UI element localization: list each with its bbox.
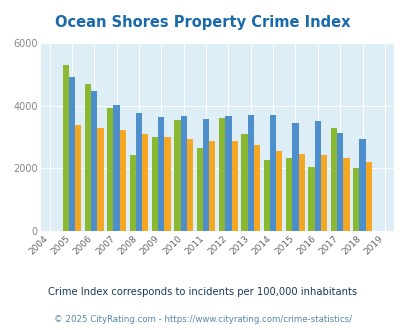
Bar (209, 141, 215, 231)
Bar (202, 119, 209, 231)
Bar (85, 84, 91, 231)
Bar (174, 120, 180, 231)
Bar (164, 137, 170, 231)
Bar (62, 65, 68, 231)
Bar (129, 155, 136, 231)
Bar (292, 123, 298, 231)
Bar (225, 116, 231, 231)
Bar (308, 167, 314, 231)
Bar (119, 130, 126, 231)
Bar (186, 139, 193, 231)
Bar (314, 121, 320, 231)
Bar (196, 148, 202, 231)
Bar (142, 134, 148, 231)
Bar (68, 78, 75, 231)
Bar (231, 141, 237, 231)
Bar (180, 115, 186, 231)
Bar (275, 151, 282, 231)
Bar (247, 115, 253, 231)
Text: Crime Index corresponds to incidents per 100,000 inhabitants: Crime Index corresponds to incidents per… (48, 287, 357, 297)
Text: © 2025 CityRating.com - https://www.cityrating.com/crime-statistics/: © 2025 CityRating.com - https://www.city… (54, 315, 351, 324)
Text: Ocean Shores Property Crime Index: Ocean Shores Property Crime Index (55, 15, 350, 30)
Bar (151, 137, 158, 231)
Bar (263, 159, 269, 231)
Bar (97, 128, 103, 231)
Bar (336, 133, 343, 231)
Bar (343, 158, 349, 231)
Bar (136, 113, 142, 231)
Bar (113, 105, 119, 231)
Bar (253, 146, 260, 231)
Bar (107, 108, 113, 231)
Bar (320, 154, 326, 231)
Bar (298, 153, 304, 231)
Bar (241, 134, 247, 231)
Bar (286, 158, 292, 231)
Bar (158, 116, 164, 231)
Bar (330, 128, 336, 231)
Bar (269, 115, 275, 231)
Bar (358, 139, 365, 231)
Bar (365, 162, 371, 231)
Bar (75, 125, 81, 231)
Bar (91, 91, 97, 231)
Bar (352, 168, 358, 231)
Bar (218, 117, 225, 231)
